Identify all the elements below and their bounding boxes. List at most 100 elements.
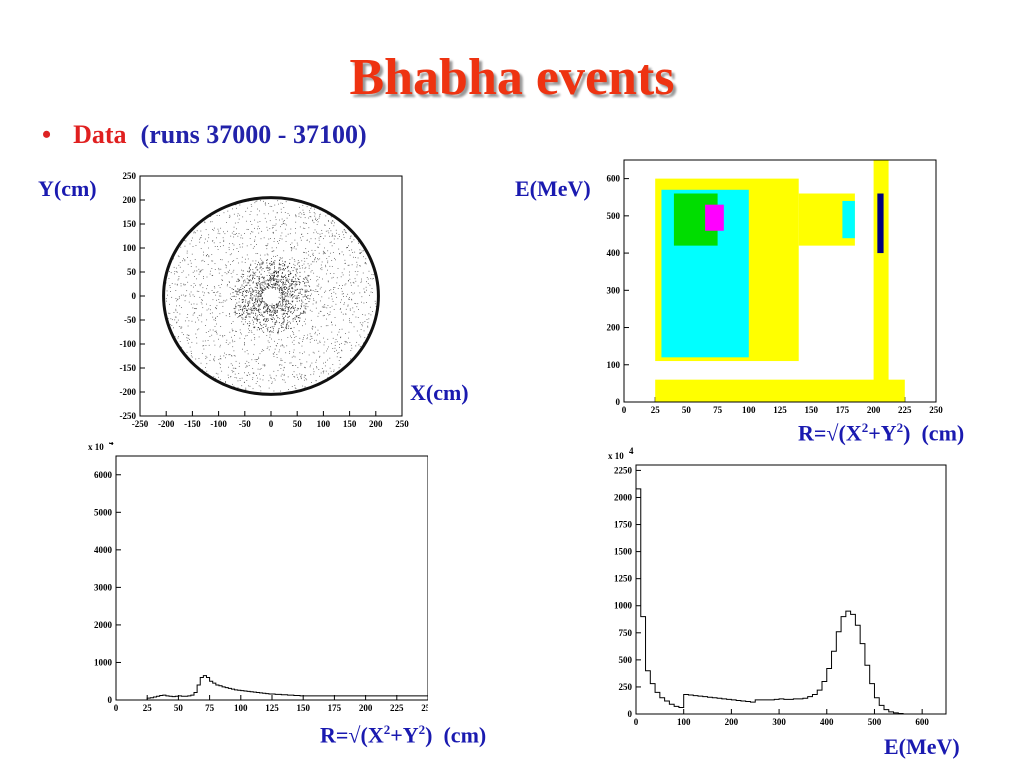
scatter-point [281,326,283,328]
scatter-point [292,297,294,299]
scatter-point [233,233,235,235]
scatter-point [191,356,193,358]
scatter-point [282,314,284,316]
scatter-hole [264,289,278,303]
scatter-point [348,337,349,339]
scatter-point [319,333,320,335]
scatter-point [305,318,306,320]
scatter-point [269,374,271,376]
scatter-point [262,379,264,381]
scatter-point [261,302,263,304]
scatter-point [277,241,278,242]
scatter-point [288,278,290,280]
scatter-point [304,366,305,368]
scatter-point [305,375,307,377]
scatter-point [263,319,265,321]
scatter-point [274,266,275,268]
scatter-point [314,290,316,292]
scatter-point [290,273,292,274]
scatter-point [243,312,245,314]
x-tick-label: 0 [269,419,274,429]
scatter-point [277,317,278,319]
scatter-point [250,339,252,341]
scatter-point [258,385,260,387]
scatter-point [244,233,245,234]
scatter-point [249,275,251,276]
scatter-point [341,288,342,290]
scatter-point [244,319,246,321]
scatter-point [233,385,235,387]
scatter-point [218,376,219,378]
scatter-point [345,295,347,297]
scatter-point [239,313,240,314]
scatter-point [277,333,279,335]
scatter-point [337,334,338,336]
scatter-point [276,307,278,309]
scatter-point [294,317,296,319]
scatter-point [216,323,217,325]
scatter-point [200,362,202,364]
scatter-point [210,309,211,311]
scatter-point [259,285,261,287]
scatter-point [281,279,282,281]
scatter-point [256,290,258,292]
scatter-point [331,295,333,297]
scatter-point [254,219,256,221]
scatter-point [237,222,239,224]
scatter-point [319,288,321,290]
scatter-point [211,268,213,269]
scatter-point [195,308,196,310]
scatter-point [317,246,319,248]
scatter-point [277,329,279,331]
scatter-point [214,291,215,293]
scatter-point [245,290,247,292]
scatter-point [250,280,252,282]
x-tick-label: 200 [369,419,383,429]
scatter-point [272,321,274,323]
scatter-point [269,282,271,284]
scatter-point [309,298,311,300]
scatter-point [360,252,362,253]
scatter-point [220,325,222,327]
scatter-point [370,278,372,280]
scatter-point [362,272,364,274]
scatter-point [302,325,303,327]
scatter-point [276,282,278,284]
scatter-point [247,229,249,231]
y-tick-label: 500 [619,655,633,665]
scatter-point [267,283,269,285]
scatter-point [274,267,275,269]
scatter-point [328,373,330,375]
scatter-point [276,303,277,305]
scatter-point [271,227,273,229]
scatter-point [283,379,285,381]
scatter-point [226,299,228,301]
scatter-point [295,290,297,291]
scatter-point [256,318,258,320]
scatter-point [263,286,265,288]
scatter-point [282,222,284,224]
scatter-point [267,243,269,245]
scatter-point [246,305,248,307]
scatter-point [292,332,294,334]
scatter-point [299,284,300,286]
scatter-point [329,273,331,274]
scatter-point [257,284,258,286]
scatter-point [267,279,269,281]
scatter-point [264,321,266,323]
scatter-point [255,244,257,245]
scatter-point [324,341,326,343]
scatter-point [311,382,312,383]
scatter-point [246,317,248,318]
scatter-point [298,279,300,281]
scatter-point [203,251,204,253]
scatter-point [252,372,254,374]
scatter-point [272,279,274,280]
scatter-point [193,303,195,305]
scatter-point [354,278,356,280]
scatter-point [196,290,198,292]
scatter-point [216,246,218,247]
y-tick-label: 150 [123,219,137,229]
scatter-point [330,216,332,218]
scatter-point [254,274,256,276]
